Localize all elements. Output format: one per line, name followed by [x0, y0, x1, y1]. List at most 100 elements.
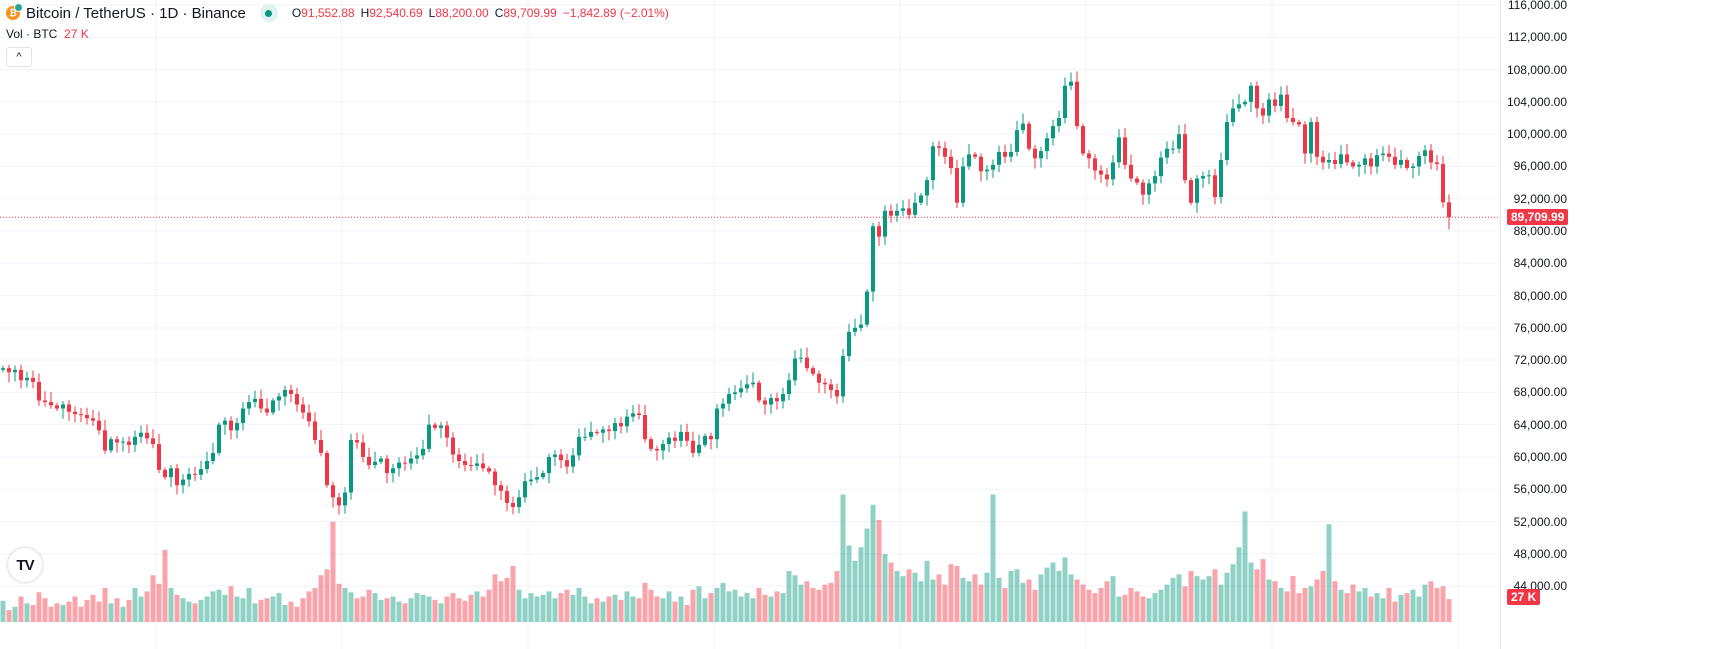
- volume-bar: [1236, 547, 1242, 622]
- candle-down: [49, 402, 53, 406]
- candle-up: [781, 394, 785, 402]
- candle-down: [973, 154, 977, 157]
- candle-down: [775, 398, 779, 402]
- volume-bar: [330, 521, 336, 622]
- volume-bar: [750, 598, 756, 622]
- volume-bar: [930, 579, 936, 622]
- candle-up: [1309, 122, 1313, 154]
- volume-bar: [522, 598, 528, 622]
- volume-bar: [1362, 588, 1368, 622]
- collapse-legend-button[interactable]: ^: [6, 47, 32, 67]
- volume-bar: [408, 598, 414, 622]
- volume-bar: [390, 596, 396, 622]
- volume-bar: [1308, 586, 1314, 622]
- candle-up: [1363, 158, 1367, 165]
- volume-bar: [264, 598, 270, 622]
- candle-down: [763, 400, 767, 405]
- candle-up: [1039, 151, 1043, 159]
- volume-bar: [24, 603, 30, 622]
- candle-down: [469, 465, 473, 467]
- volume-bar: [126, 599, 132, 622]
- candle-down: [1405, 159, 1409, 169]
- volume-bar: [582, 596, 588, 622]
- bitcoin-icon: ₿: [6, 3, 23, 20]
- volume-legend[interactable]: Vol · BTC 27 K: [6, 27, 89, 41]
- candle-down: [493, 471, 497, 486]
- volume-bar: [540, 594, 546, 622]
- volume-bar: [558, 593, 564, 622]
- candle-down: [805, 357, 809, 369]
- candle-up: [541, 473, 545, 478]
- volume-bar: [1326, 524, 1332, 622]
- volume-bar: [306, 591, 312, 622]
- volume-bar: [1122, 594, 1128, 622]
- candle-down: [877, 226, 881, 237]
- volume-bar: [786, 571, 792, 622]
- candle-down: [163, 469, 167, 478]
- symbol-title[interactable]: Bitcoin / TetherUS · 1D · Binance: [26, 4, 246, 22]
- candle-up: [13, 369, 17, 373]
- candle-up: [241, 408, 245, 424]
- candle-down: [823, 382, 827, 385]
- volume-bar: [156, 583, 162, 622]
- volume-bar: [108, 603, 114, 622]
- candle-down: [31, 377, 35, 382]
- candle-up: [271, 400, 275, 413]
- candle-down: [1273, 99, 1277, 106]
- volume-bar: [1164, 584, 1170, 622]
- candle-down: [301, 404, 305, 413]
- volume-bar: [678, 596, 684, 622]
- volume-bar: [654, 596, 660, 622]
- volume-bar: [414, 593, 420, 622]
- market-open-dot-icon[interactable]: [259, 4, 278, 22]
- volume-bar: [534, 596, 540, 622]
- candle-up: [967, 154, 971, 167]
- candle-down: [319, 440, 323, 453]
- candle-down: [1003, 151, 1007, 157]
- candle-up: [997, 151, 1001, 165]
- candle-down: [619, 423, 623, 427]
- volume-bar: [1158, 589, 1164, 622]
- candle-up: [217, 424, 221, 453]
- candle-down: [637, 413, 641, 415]
- candle-up: [1357, 164, 1361, 167]
- candle-up: [1195, 178, 1199, 203]
- candle-down: [673, 437, 677, 441]
- candle-up: [283, 389, 287, 397]
- candle-down: [559, 454, 563, 461]
- candle-down: [295, 394, 299, 405]
- volume-bar: [360, 596, 366, 622]
- volume-bar: [1200, 579, 1206, 622]
- volume-bar: [300, 598, 306, 622]
- candle-up: [397, 462, 401, 469]
- volume-bar: [744, 593, 750, 622]
- volume-bar: [396, 601, 402, 622]
- candle-up: [1249, 85, 1253, 102]
- volume-bar: [1086, 589, 1092, 622]
- volume-bar: [240, 598, 246, 622]
- candle-up: [1237, 104, 1241, 109]
- candle-down: [1321, 156, 1325, 163]
- volume-bar: [456, 598, 462, 622]
- volume-bar: [792, 575, 798, 622]
- candle-up: [223, 420, 227, 425]
- candle-down: [1027, 123, 1031, 149]
- price-axis-label: 72,000.00: [1513, 353, 1567, 368]
- candle-down: [487, 468, 491, 472]
- candle-down: [259, 398, 263, 409]
- volume-bar: [258, 599, 264, 622]
- candle-down: [313, 421, 317, 441]
- candle-up: [427, 424, 431, 449]
- tradingview-logo[interactable]: TV: [8, 548, 42, 582]
- volume-bar: [642, 582, 648, 622]
- candle-up: [25, 377, 29, 381]
- candle-down: [331, 485, 335, 498]
- candle-up: [187, 473, 191, 480]
- candle-up: [409, 458, 413, 464]
- volume-bar: [1092, 593, 1098, 622]
- candle-up: [577, 436, 581, 456]
- candle-down: [445, 425, 449, 438]
- volume-bar: [762, 594, 768, 622]
- candle-down: [511, 502, 515, 507]
